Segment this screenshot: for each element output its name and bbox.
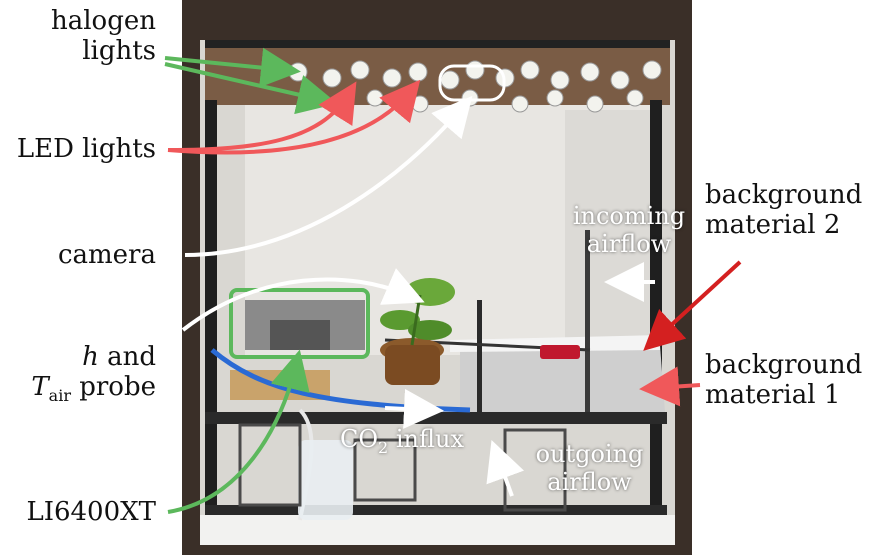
probe-t-subscript: air (48, 386, 71, 406)
probe-label-line1: h and (20, 342, 156, 372)
background-material-1 (460, 345, 665, 412)
co2-influx-arrow (384, 388, 444, 429)
led-arrow (167, 79, 421, 155)
bg1-label-line1: background (705, 350, 863, 380)
water-bottle (298, 440, 353, 520)
co2-text: CO (340, 425, 379, 453)
background-material-2 (450, 335, 660, 352)
background-material-2-arrow (643, 260, 742, 351)
outgoing-label-line2: airflow (547, 468, 632, 496)
incoming-label-line1: incoming (572, 202, 686, 230)
halogen-label-line2: lights (82, 36, 156, 66)
probe-and-word: and (107, 342, 156, 372)
bg2-label-line1: background (705, 180, 863, 210)
halogen-arrow (164, 62, 338, 115)
camera-arrow (184, 95, 473, 257)
background-material-1-arrow (639, 366, 701, 407)
influx-text: influx (395, 425, 465, 453)
bg2-label-line2: material 2 (705, 210, 841, 240)
probe-label: h and Tair probe (20, 342, 156, 411)
probe-h-symbol: h (82, 342, 99, 372)
camera-label: camera (57, 240, 156, 270)
background-material-2-label: background material 2 (705, 180, 862, 240)
co2-subscript: 2 (378, 437, 389, 457)
probe-label-line2: Tair probe (20, 372, 156, 411)
halogen-label: halogen lights (20, 6, 156, 66)
incoming-label-line2: airflow (586, 230, 672, 258)
leaf-clamp (540, 345, 580, 359)
led-label: LED lights (16, 134, 156, 164)
outgoing-label-line1: outgoing (535, 440, 644, 468)
halogen-arrow (164, 47, 301, 88)
co2-influx-label: CO2 influx (340, 425, 464, 462)
probe-to-plant-arrow (181, 268, 425, 332)
li6400-label: LI6400XT (26, 497, 156, 527)
probe-t-symbol: T (31, 372, 49, 402)
led-arrow (167, 81, 357, 152)
outgoing-airflow-label: outgoing airflow (527, 440, 652, 496)
li6400-arrow (167, 349, 310, 514)
probe-word: probe (79, 372, 156, 402)
incoming-airflow-label: incoming airflow (558, 202, 700, 258)
halogen-label-line1: halogen (51, 6, 156, 36)
bg1-label-line2: material 1 (705, 380, 841, 410)
vertical-rod (585, 230, 590, 412)
outgoing-airflow-arrow (486, 439, 525, 497)
shelves (200, 412, 675, 545)
background-material-1-label: background material 1 (705, 350, 862, 410)
vertical-rod (477, 300, 482, 412)
